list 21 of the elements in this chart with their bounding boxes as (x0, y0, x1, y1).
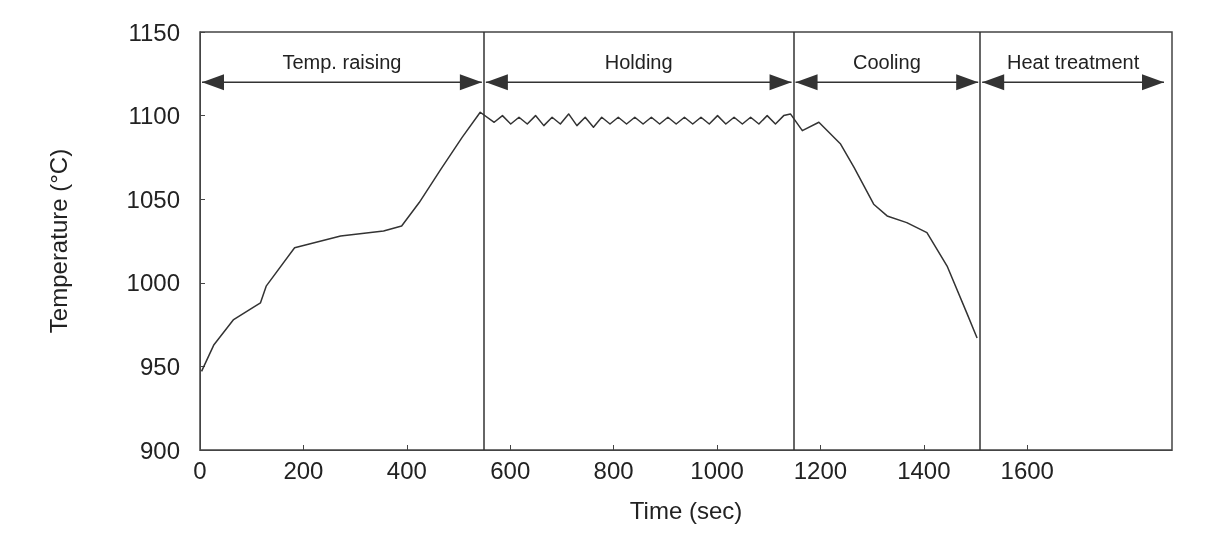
x-tick-label: 1000 (690, 456, 744, 484)
x-axis-title: Time (sec) (629, 496, 743, 524)
x-tick-label: 400 (386, 456, 427, 484)
y-tick-label: 1050 (126, 185, 180, 213)
x-tick-label: 1600 (1000, 456, 1054, 484)
y-tick-label: 900 (139, 436, 180, 464)
annotation: Heat treatment (1006, 51, 1140, 74)
y-axis-title: Temperature (°C) (44, 148, 72, 334)
annotation: Holding (604, 51, 673, 74)
y-tick-label: 1100 (128, 102, 180, 130)
y-tick-label: 1000 (126, 269, 180, 297)
x-tick-label: 1200 (793, 456, 848, 484)
x-tick-label: 600 (490, 456, 531, 484)
y-tick-label: 950 (139, 352, 180, 380)
x-tick-label: 0 (193, 456, 207, 484)
annotation: Cooling (852, 51, 921, 74)
annotation: Temp. raising (282, 51, 402, 74)
y-tick-label: 1150 (128, 18, 180, 46)
x-tick-label: 1400 (897, 456, 951, 484)
x-tick-label: 200 (283, 456, 324, 484)
x-tick-label: 800 (593, 456, 634, 484)
